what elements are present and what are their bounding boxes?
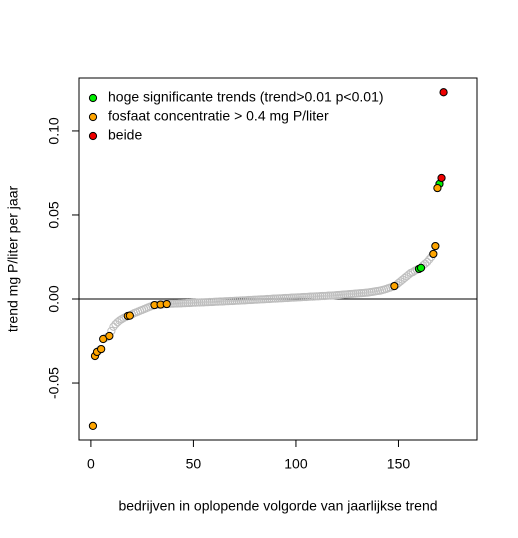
point [404, 270, 413, 279]
point [232, 296, 241, 305]
point [293, 293, 303, 302]
point [201, 298, 210, 307]
point [179, 299, 188, 308]
point [425, 255, 434, 264]
y-tick-label: 0.05 [46, 201, 62, 228]
legend-marker [88, 112, 98, 122]
plot-box [78, 77, 478, 441]
point [421, 259, 430, 268]
point [244, 295, 253, 305]
point [238, 296, 247, 305]
point [174, 299, 184, 308]
point [256, 295, 266, 304]
point [205, 297, 214, 307]
point [263, 294, 272, 304]
point [189, 298, 198, 307]
point [197, 298, 206, 307]
point [109, 322, 118, 331]
point [88, 421, 98, 430]
legend-label: beide [108, 127, 142, 143]
point [211, 297, 221, 306]
point [437, 173, 446, 183]
point [113, 318, 122, 327]
point [226, 296, 235, 306]
point [269, 294, 278, 303]
point [193, 298, 202, 307]
legend-label: hoge significante trends (trend>0.01 p<0… [108, 89, 384, 105]
point [429, 249, 438, 259]
point [275, 294, 284, 303]
x-tick-label: 0 [87, 456, 95, 472]
point [318, 291, 327, 301]
point [222, 297, 231, 306]
point [97, 344, 106, 354]
point [300, 292, 309, 302]
point [433, 183, 442, 193]
x-tick-label: 150 [387, 456, 411, 472]
point [105, 331, 114, 341]
point [324, 291, 333, 300]
point [281, 293, 290, 303]
x-tick-label: 50 [186, 456, 202, 472]
legend-marker [88, 93, 98, 103]
point [170, 299, 180, 308]
y-tick-label: 0.10 [46, 117, 62, 144]
point [125, 311, 134, 320]
legend-marker [88, 131, 98, 141]
point [306, 292, 315, 301]
point [162, 299, 171, 309]
point [183, 298, 192, 308]
y-tick-label: -0.05 [46, 367, 62, 399]
y-axis-title: trend mg P/liter per jaar [5, 186, 21, 333]
point [115, 316, 124, 325]
point [416, 263, 426, 273]
x-tick-label: 100 [284, 456, 308, 472]
point [423, 257, 432, 267]
point [287, 293, 296, 302]
point [215, 297, 225, 306]
point [439, 88, 448, 97]
y-tick-label: 0.00 [46, 285, 62, 312]
point [431, 241, 440, 251]
point [312, 292, 321, 301]
point [250, 295, 260, 304]
point [390, 281, 399, 291]
legend-label: fosfaat concentratie > 0.4 mg P/liter [108, 108, 329, 124]
x-axis-title: bedrijven in oplopende volgorde van jaar… [118, 498, 437, 514]
